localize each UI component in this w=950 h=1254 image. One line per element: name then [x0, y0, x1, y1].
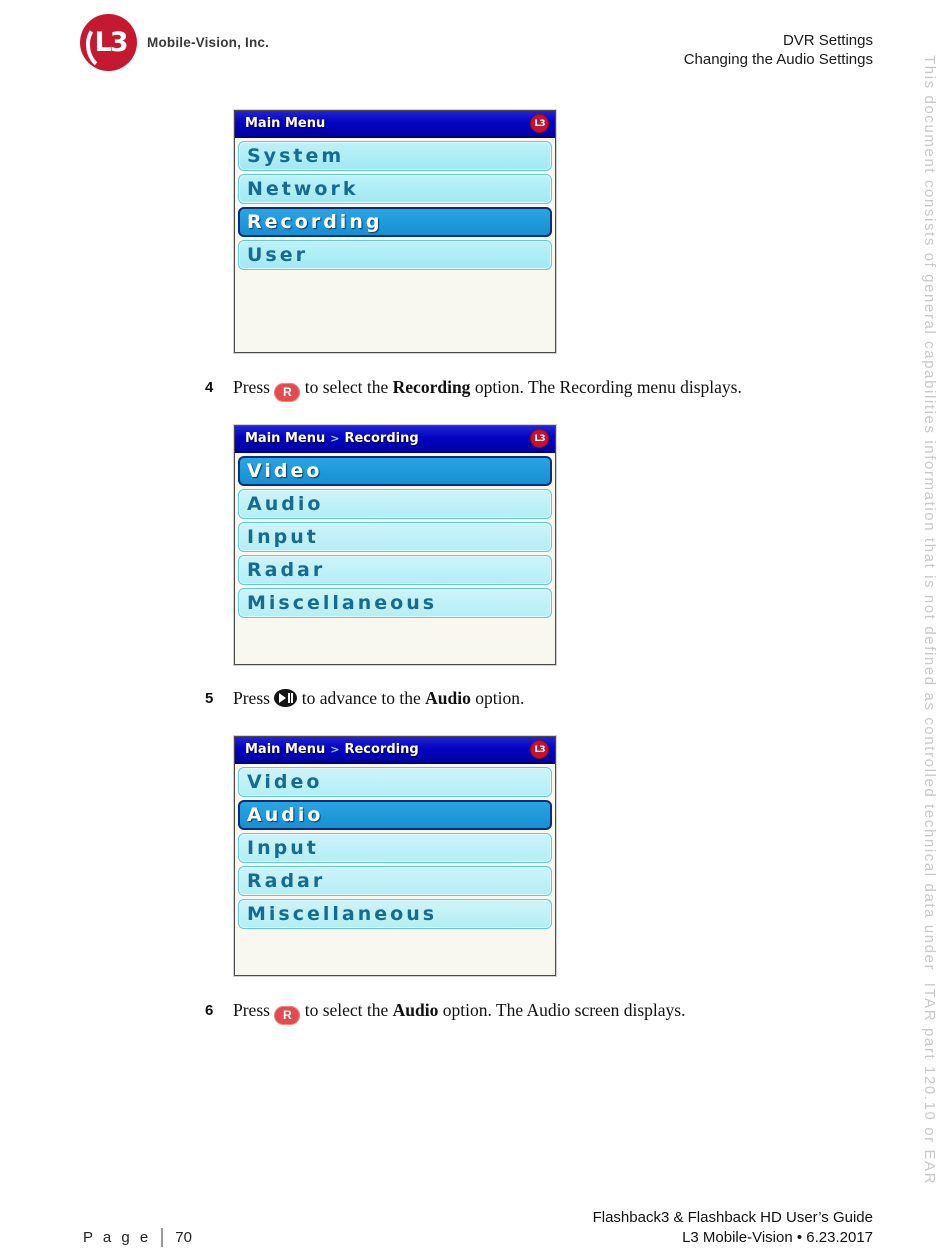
menu-item-label: Audio: [247, 493, 324, 515]
step-text: option. The Audio screen displays.: [438, 1000, 686, 1020]
step-text: option.: [470, 688, 525, 708]
menu-item-label: Video: [247, 460, 323, 482]
step-4: 4 Press R to select the Recording option.…: [205, 377, 825, 402]
l3-badge-icon: L3: [530, 429, 549, 448]
dvr-screenshot-main-menu: Main Menu L3 System Network Recording Us…: [234, 110, 556, 353]
menu-item-label: Input: [247, 837, 319, 859]
menu-item-audio: Audio: [238, 489, 552, 519]
breadcrumb-separator: >: [330, 432, 340, 445]
step-number: 6: [205, 1002, 214, 1019]
footer-guide-info: Flashback3 & Flashback HD User’s Guide L…: [593, 1208, 873, 1248]
l3-logo-text: L3: [94, 27, 129, 58]
step-text: to select the: [300, 377, 393, 397]
menu-item-input: Input: [238, 522, 552, 552]
screen-subtitle: Recording: [344, 431, 419, 446]
footer-divider: [161, 1228, 164, 1247]
menu-item-label: Input: [247, 526, 319, 548]
step-number: 4: [205, 379, 214, 396]
menu-item-video: Video: [238, 767, 552, 797]
header-titles: DVR Settings Changing the Audio Settings: [684, 31, 873, 69]
menu-item-label: User: [247, 244, 308, 266]
menu-item-label: Network: [247, 178, 359, 200]
menu-item-label: Recording: [247, 211, 383, 233]
guide-version: L3 Mobile-Vision • 6.23.2017: [682, 1229, 873, 1246]
dvr-screenshot-recording-menu-video: Main Menu > Recording L3 Video Audio Inp…: [234, 425, 556, 665]
menu-item-label: Video: [247, 771, 323, 793]
step-text: to select the: [300, 1000, 393, 1020]
page-number: 70: [175, 1229, 192, 1246]
breadcrumb-separator: >: [330, 743, 340, 756]
r-button-icon: R: [274, 383, 301, 402]
menu-item-label: Miscellaneous: [247, 903, 438, 925]
screen-title: Main Menu: [245, 742, 326, 757]
menu-item-label: Audio: [247, 804, 324, 826]
titlebar: Main Menu L3: [235, 111, 555, 138]
menu-item-network: Network: [238, 174, 552, 204]
guide-title: Flashback3 & Flashback HD User’s Guide: [592, 1209, 873, 1226]
menu-item-recording: Recording: [238, 207, 552, 237]
step-text: option. The Recording menu displays.: [470, 377, 742, 397]
menu-item-label: System: [247, 145, 345, 167]
l3-badge-icon: L3: [530, 740, 549, 759]
step-number: 5: [205, 690, 214, 707]
l3-badge-icon: L3: [530, 114, 549, 133]
screen-title: Main Menu: [245, 116, 326, 131]
step-text: Press: [233, 377, 275, 397]
doc-title: DVR Settings: [782, 32, 873, 49]
screen-title: Main Menu: [245, 431, 326, 446]
menu-item-system: System: [238, 141, 552, 171]
step-5: 5 Press to advance to the Audio option.: [205, 688, 825, 709]
page-label: P a g e: [83, 1229, 152, 1246]
screen-subtitle: Recording: [344, 742, 419, 757]
menu-item-label: Miscellaneous: [247, 592, 438, 614]
itar-watermark: This document consists of general capabi…: [921, 55, 938, 1186]
footer-page-indicator: P a g e 70: [83, 1228, 192, 1247]
company-name: Mobile-Vision, Inc.: [147, 35, 270, 50]
step-text: Press: [233, 1000, 275, 1020]
titlebar: Main Menu > Recording L3: [235, 426, 555, 453]
step-6: 6 Press R to select the Audio option. The…: [205, 1000, 825, 1025]
menu-item-user: User: [238, 240, 552, 270]
menu-item-radar: Radar: [238, 866, 552, 896]
menu-item-label: Radar: [247, 870, 326, 892]
doc-subtitle: Changing the Audio Settings: [683, 51, 873, 68]
titlebar: Main Menu > Recording L3: [235, 737, 555, 764]
menu-item-miscellaneous: Miscellaneous: [238, 899, 552, 929]
menu-item-label: Radar: [247, 559, 326, 581]
menu-item-audio: Audio: [238, 800, 552, 830]
step-bold-text: Audio: [425, 688, 471, 708]
menu-item-input: Input: [238, 833, 552, 863]
r-button-icon: R: [274, 1006, 301, 1025]
menu-item-miscellaneous: Miscellaneous: [238, 588, 552, 618]
menu-item-radar: Radar: [238, 555, 552, 585]
step-bold-text: Recording: [392, 377, 471, 397]
menu-item-video: Video: [238, 456, 552, 486]
step-text: to advance to the: [297, 688, 426, 708]
step-bold-text: Audio: [392, 1000, 439, 1020]
dvr-screenshot-recording-menu-audio: Main Menu > Recording L3 Video Audio Inp…: [234, 736, 556, 976]
l3-logo: L3: [80, 14, 137, 71]
play-pause-button-icon: [274, 689, 298, 707]
step-text: Press: [233, 688, 275, 708]
